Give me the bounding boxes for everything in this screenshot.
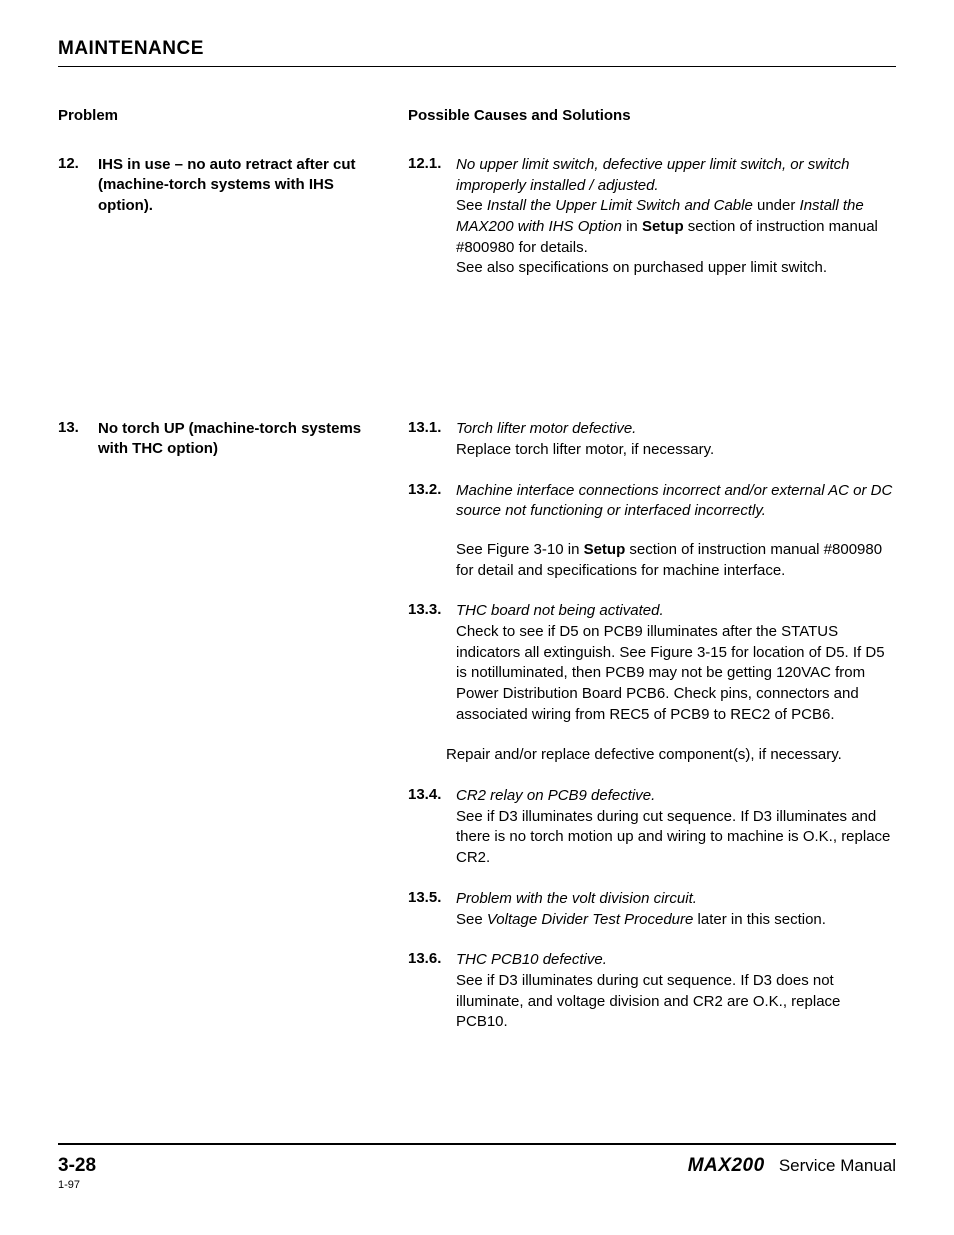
cause-title: Torch lifter motor defective. <box>456 420 636 437</box>
cause-detail: See Figure 3-10 in Setup section of inst… <box>456 540 896 581</box>
column-header-problem-text: Problem <box>58 107 118 124</box>
cause-title: THC PCB10 defective. <box>456 951 607 968</box>
cause-detail: See if D3 illuminates during cut sequenc… <box>456 808 890 866</box>
footer-right-group: MAX200 Service Manual <box>688 1155 896 1177</box>
entries-container: 12.IHS in use – no auto retract after cu… <box>58 155 896 1053</box>
doc-type-text: Service Manual <box>779 1156 896 1175</box>
cause-body: Problem with the volt division circuit. S… <box>456 889 896 930</box>
problem-text: IHS in use – no auto retract after cut (… <box>98 155 388 299</box>
footer: 3-28 1-97 MAX200 Service Manual <box>58 1143 896 1191</box>
header-rule <box>58 66 896 67</box>
cause-item: 13.6.THC PCB10 defective. See if D3 illum… <box>408 950 896 1033</box>
troubleshoot-entry: 13.No torch UP (machine-torch systems wi… <box>58 419 896 1053</box>
doc-type <box>769 1156 778 1175</box>
cause-body: THC board not being activated. Check to s… <box>456 601 896 725</box>
causes-side: 13.1.Torch lifter motor defective. Replac… <box>408 419 896 1053</box>
problem-side: 13.No torch UP (machine-torch systems wi… <box>58 419 408 1053</box>
cause-number: 13.2. <box>408 481 456 582</box>
footer-left-group: 3-28 1-97 <box>58 1155 96 1191</box>
cause-item: 13.4.CR2 relay on PCB9 defective. See if … <box>408 786 896 869</box>
cause-detail: See if D3 illuminates during cut sequenc… <box>456 972 840 1030</box>
cause-number: 13.4. <box>408 786 456 869</box>
footer-line: 3-28 1-97 MAX200 Service Manual <box>58 1155 896 1191</box>
causes-side: 12.1.No upper limit switch, defective up… <box>408 155 896 299</box>
cause-body: CR2 relay on PCB9 defective. See if D3 il… <box>456 786 896 869</box>
footer-rev: 1-97 <box>58 1179 96 1191</box>
page-number: 3-28 <box>58 1155 96 1177</box>
cause-title: No upper limit switch, defective upper l… <box>456 156 849 194</box>
page: MAINTENANCE Problem Possible Causes and … <box>0 0 954 1235</box>
cause-title: CR2 relay on PCB9 defective. <box>456 787 655 804</box>
cause-item: 13.3.THC board not being activated. Check… <box>408 601 896 725</box>
cause-detail: Check to see if D5 on PCB9 illuminates a… <box>456 623 885 723</box>
cause-number: 13.3. <box>408 601 456 725</box>
cause-item: 13.5.Problem with the volt division circ… <box>408 889 896 930</box>
cause-detail: See Install the Upper Limit Switch and C… <box>456 197 878 276</box>
cause-extra-note: Repair and/or replace defective componen… <box>446 745 896 766</box>
cause-body: Torch lifter motor defective. Replace tor… <box>456 419 896 460</box>
cause-title: THC board not being activated. <box>456 602 664 619</box>
problem-number: 13. <box>58 419 98 1053</box>
cause-item: 13.2.Machine interface connections incor… <box>408 481 896 582</box>
cause-detail: See Voltage Divider Test Procedure later… <box>456 911 826 928</box>
problem-side: 12.IHS in use – no auto retract after cu… <box>58 155 408 299</box>
cause-number: 12.1. <box>408 155 456 279</box>
cause-body: No upper limit switch, defective upper l… <box>456 155 896 279</box>
troubleshoot-entry: 12.IHS in use – no auto retract after cu… <box>58 155 896 299</box>
columns-header-row: Problem Possible Causes and Solutions <box>58 107 896 125</box>
product-name: MAX200 <box>688 1155 765 1176</box>
column-header-causes-text: Possible Causes and Solutions <box>408 107 631 124</box>
cause-item: 12.1.No upper limit switch, defective up… <box>408 155 896 279</box>
cause-detail: Replace torch lifter motor, if necessary… <box>456 441 714 458</box>
cause-body: Machine interface connections incorrect … <box>456 481 896 582</box>
column-header-problem: Problem <box>58 107 408 125</box>
footer-rule <box>58 1143 896 1145</box>
section-title: MAINTENANCE <box>58 38 896 60</box>
column-header-causes: Possible Causes and Solutions <box>408 107 896 125</box>
cause-body: THC PCB10 defective. See if D3 illuminate… <box>456 950 896 1033</box>
problem-number: 12. <box>58 155 98 299</box>
problem-text: No torch UP (machine-torch systems with … <box>98 419 388 1053</box>
cause-number: 13.6. <box>408 950 456 1033</box>
cause-number: 13.1. <box>408 419 456 460</box>
cause-title: Machine interface connections incorrect … <box>456 482 892 520</box>
cause-title: Problem with the volt division circuit. <box>456 890 697 907</box>
cause-item: 13.1.Torch lifter motor defective. Replac… <box>408 419 896 460</box>
cause-number: 13.5. <box>408 889 456 930</box>
